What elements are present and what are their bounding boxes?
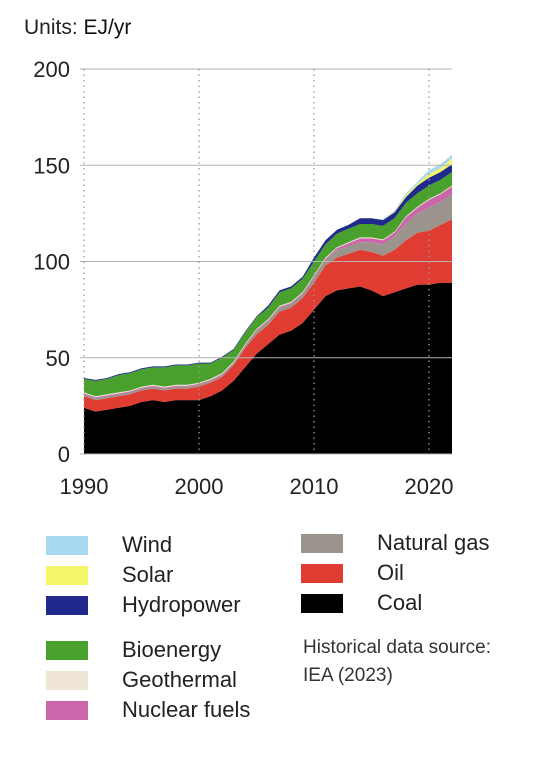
legend-label-wind: Wind	[122, 532, 173, 557]
area-coal	[84, 282, 452, 454]
legend-label-bioenergy: Bioenergy	[122, 637, 222, 662]
legend-item-wind: Wind	[46, 532, 172, 558]
y-tick-label-0: 0	[58, 442, 70, 467]
legend-item-bioenergy: Bioenergy	[46, 637, 221, 663]
legend-swatch-coal	[301, 593, 343, 613]
x-tick-label-2020: 2020	[405, 474, 454, 499]
legend-item-nuclear-fuels: Nuclear fuels	[46, 697, 250, 723]
legend-label-coal: Coal	[377, 590, 423, 615]
legend-swatch-nuclear-fuels	[46, 700, 88, 720]
x-tick-label-2010: 2010	[290, 474, 339, 499]
y-tick-label-150: 150	[33, 153, 70, 178]
y-tick-label-200: 200	[33, 57, 70, 82]
legend-label-solar: Solar	[122, 562, 174, 587]
gridlines	[80, 68, 452, 455]
legend-item-coal: Coal	[301, 590, 422, 616]
units-label-text: Units:	[24, 16, 78, 39]
legend-swatch-bioenergy	[46, 640, 88, 660]
legend-label-nuclear-fuels: Nuclear fuels	[122, 697, 251, 722]
legend-label-hydropower: Hydropower	[122, 592, 241, 617]
source-line-2: IEA (2023)	[303, 665, 393, 686]
legend-item-natural-gas: Natural gas	[301, 530, 490, 556]
legend-label-geothermal: Geothermal	[122, 667, 237, 692]
units-value: EJ/yr	[83, 16, 132, 39]
x-tick-label-2000: 2000	[175, 474, 224, 499]
legend-swatch-oil	[301, 563, 343, 583]
legend-item-oil: Oil	[301, 560, 404, 586]
y-axis-ticks: 0 50 100 150 200	[33, 57, 70, 467]
x-tick-label-1990: 1990	[60, 474, 109, 499]
legend-swatch-hydropower	[46, 595, 88, 615]
legend-label-natural-gas: Natural gas	[377, 530, 490, 555]
legend-item-geothermal: Geothermal	[46, 667, 237, 693]
legend-swatch-solar	[46, 565, 88, 585]
legend-swatch-geothermal	[46, 670, 88, 690]
area-bioenergy	[84, 172, 452, 397]
units-label: Units: EJ/yr	[24, 16, 131, 40]
area-hydropower	[84, 164, 452, 381]
area-nuclear-fuels	[84, 186, 452, 399]
y-tick-label-50: 50	[46, 346, 70, 371]
stacked-area-chart: 0 50 100 150 200 1990 2000 2010 2020	[33, 57, 454, 499]
x-axis-ticks: 1990 2000 2010 2020	[60, 474, 454, 499]
legend-swatch-natural-gas	[301, 533, 343, 553]
area-oil	[84, 219, 452, 412]
legend-item-solar: Solar	[46, 562, 173, 588]
area-natural-gas	[84, 194, 452, 401]
area-layers	[84, 154, 452, 454]
legend-label-oil: Oil	[377, 560, 404, 585]
source-line-1: Historical data source:	[303, 637, 491, 658]
legend-swatch-wind	[46, 535, 88, 555]
legend-item-hydropower: Hydropower	[46, 592, 241, 618]
y-tick-label-100: 100	[33, 250, 70, 275]
data-source-note: Historical data source: IEA (2023)	[303, 634, 543, 690]
